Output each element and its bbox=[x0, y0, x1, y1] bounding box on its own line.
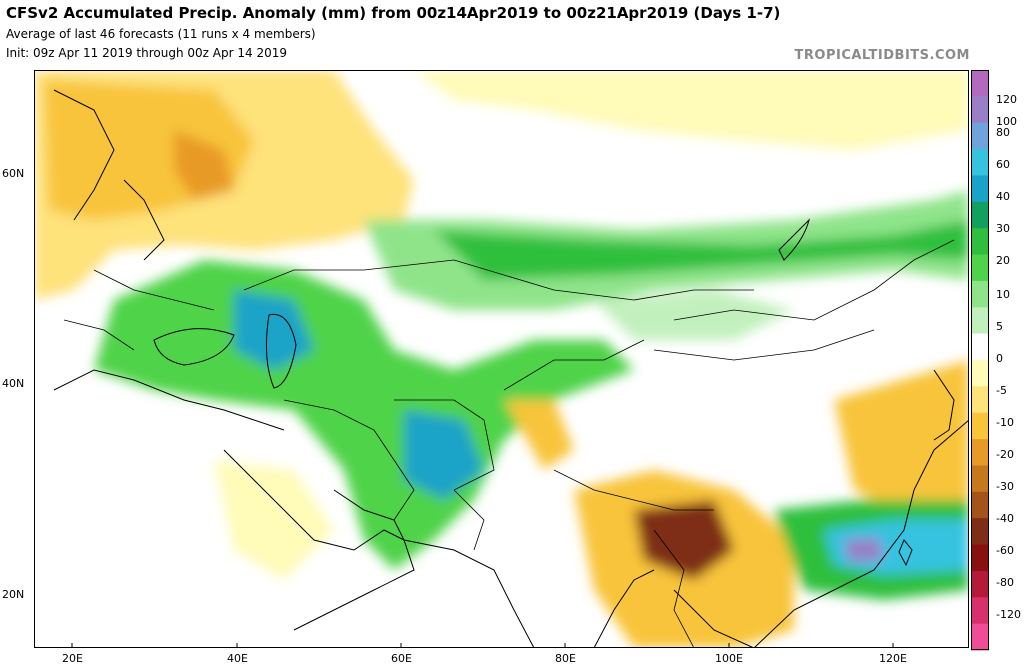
lon-label-100e: 100E bbox=[715, 652, 743, 665]
lat-label-20n: 20N bbox=[2, 588, 25, 601]
colorbar-swatch bbox=[971, 386, 989, 414]
colorbar-swatch bbox=[971, 96, 989, 124]
colorbar-frame bbox=[971, 70, 989, 650]
map-title: CFSv2 Accumulated Precip. Anomaly (mm) f… bbox=[6, 4, 781, 22]
coast-southeast-asia bbox=[673, 589, 755, 648]
colorbar-label-minus60: -60 bbox=[996, 544, 1014, 557]
coast-bay-of-bengal bbox=[593, 569, 655, 648]
map-subtitle-ensemble: Average of last 46 forecasts (11 runs x … bbox=[6, 27, 316, 41]
colorbar-label-0: 0 bbox=[996, 352, 1003, 365]
dry-region-arctic bbox=[414, 70, 969, 150]
border-china-mongolia bbox=[673, 239, 955, 321]
wet-region-central-asia bbox=[94, 260, 634, 570]
lon-label-80e: 80E bbox=[555, 652, 576, 665]
colorbar-label-40: 40 bbox=[996, 190, 1010, 203]
border-europe-2 bbox=[63, 319, 135, 351]
map-frame bbox=[34, 70, 969, 648]
coast-baltic bbox=[123, 179, 165, 261]
wet-region-north-china bbox=[594, 290, 794, 340]
coast-persian-gulf bbox=[333, 489, 405, 541]
colorbar-swatch bbox=[971, 623, 989, 651]
lon-ticks bbox=[71, 643, 894, 648]
colorbar-label-minus80: -80 bbox=[996, 576, 1014, 589]
colorbar-swatch bbox=[971, 175, 989, 203]
colorbar-swatch bbox=[971, 228, 989, 256]
colorbar-swatch bbox=[971, 570, 989, 598]
colorbar-swatch bbox=[971, 122, 989, 150]
colorbar-swatch bbox=[971, 149, 989, 176]
coast-korea bbox=[933, 369, 955, 441]
coast-lake-baikal bbox=[778, 218, 810, 261]
colorbar-swatch bbox=[971, 360, 989, 387]
coast-black-sea bbox=[153, 328, 235, 366]
colorbar-swatch bbox=[971, 439, 989, 466]
colorbar-label-minus5: -5 bbox=[996, 384, 1007, 397]
colorbar-label-5: 5 bbox=[996, 320, 1003, 333]
border-russia-kazakhstan bbox=[243, 259, 754, 301]
wet-band-south-china-peak bbox=[844, 538, 884, 562]
country-borders bbox=[63, 239, 955, 648]
dry-region-east-china bbox=[834, 360, 969, 520]
border-europe-1 bbox=[93, 269, 215, 311]
lat-label-60n: 60N bbox=[2, 167, 25, 180]
map-subtitle-init: Init: 09z Apr 11 2019 through 00z Apr 14… bbox=[6, 46, 287, 60]
wet-region-afghanistan-core bbox=[404, 410, 484, 500]
border-myanmar bbox=[653, 529, 695, 648]
colorbar-swatch bbox=[971, 597, 989, 625]
lon-label-20e: 20E bbox=[62, 652, 83, 665]
colorbar-swatch bbox=[971, 201, 989, 229]
dry-region-arabia bbox=[214, 460, 334, 580]
lon-label-40e: 40E bbox=[227, 652, 248, 665]
border-china-west bbox=[503, 339, 645, 391]
wet-region-caspian-core bbox=[234, 290, 314, 370]
coast-caspian bbox=[265, 313, 297, 389]
colorbar-label-minus120: -120 bbox=[996, 608, 1021, 621]
precip-anomaly-map bbox=[34, 70, 969, 648]
colorbar-swatch bbox=[971, 518, 989, 546]
coast-norway bbox=[53, 89, 115, 221]
wet-band-siberia-core bbox=[434, 220, 969, 280]
lon-label-60e: 60E bbox=[391, 652, 412, 665]
border-india-pakistan bbox=[453, 489, 485, 551]
coastlines bbox=[53, 89, 969, 648]
dry-region-myanmar-core bbox=[634, 500, 734, 580]
colorbar-swatch bbox=[971, 465, 989, 493]
lat-label-40n: 40N bbox=[2, 377, 25, 390]
colorbar-swatch bbox=[971, 491, 989, 519]
colorbar-label-60: 60 bbox=[996, 158, 1010, 171]
border-himalaya bbox=[553, 469, 714, 511]
anomaly-field bbox=[34, 70, 969, 648]
colorbar-swatch bbox=[971, 70, 989, 97]
colorbar-label-minus40: -40 bbox=[996, 512, 1014, 525]
colorbar-swatch bbox=[971, 307, 989, 335]
colorbar-swatch bbox=[971, 544, 989, 572]
brand-watermark: TROPICALTIDBITS.COM bbox=[794, 48, 970, 63]
colorbar-label-120: 120 bbox=[996, 93, 1017, 106]
colorbar-label-100: 100 bbox=[996, 115, 1017, 128]
dry-region-scandinavia-core bbox=[174, 130, 234, 200]
dry-region-himalaya bbox=[504, 400, 574, 470]
colorbar-label-minus10: -10 bbox=[996, 416, 1014, 429]
lon-label-120e: 120E bbox=[879, 652, 907, 665]
colorbar-label-20: 20 bbox=[996, 254, 1010, 267]
coast-mediterranean bbox=[53, 369, 285, 431]
coast-taiwan bbox=[898, 539, 913, 567]
colorbar-swatch bbox=[971, 280, 989, 308]
coast-india bbox=[403, 539, 535, 648]
colorbar-swatch bbox=[971, 254, 989, 282]
colorbar-swatch bbox=[971, 412, 989, 440]
colorbar-swatch bbox=[971, 333, 989, 361]
coast-arabia bbox=[223, 449, 415, 631]
colorbar-label-minus30: -30 bbox=[996, 480, 1014, 493]
colorbar-label-10: 10 bbox=[996, 288, 1010, 301]
colorbar-label-30: 30 bbox=[996, 222, 1010, 235]
colorbar bbox=[971, 70, 989, 651]
colorbar-label-minus20: -20 bbox=[996, 448, 1014, 461]
coast-china bbox=[753, 419, 969, 648]
border-mongolia-south bbox=[653, 329, 875, 361]
border-afghanistan bbox=[394, 399, 495, 491]
border-iran bbox=[283, 399, 415, 521]
colorbar-label-80: 80 bbox=[996, 126, 1010, 139]
